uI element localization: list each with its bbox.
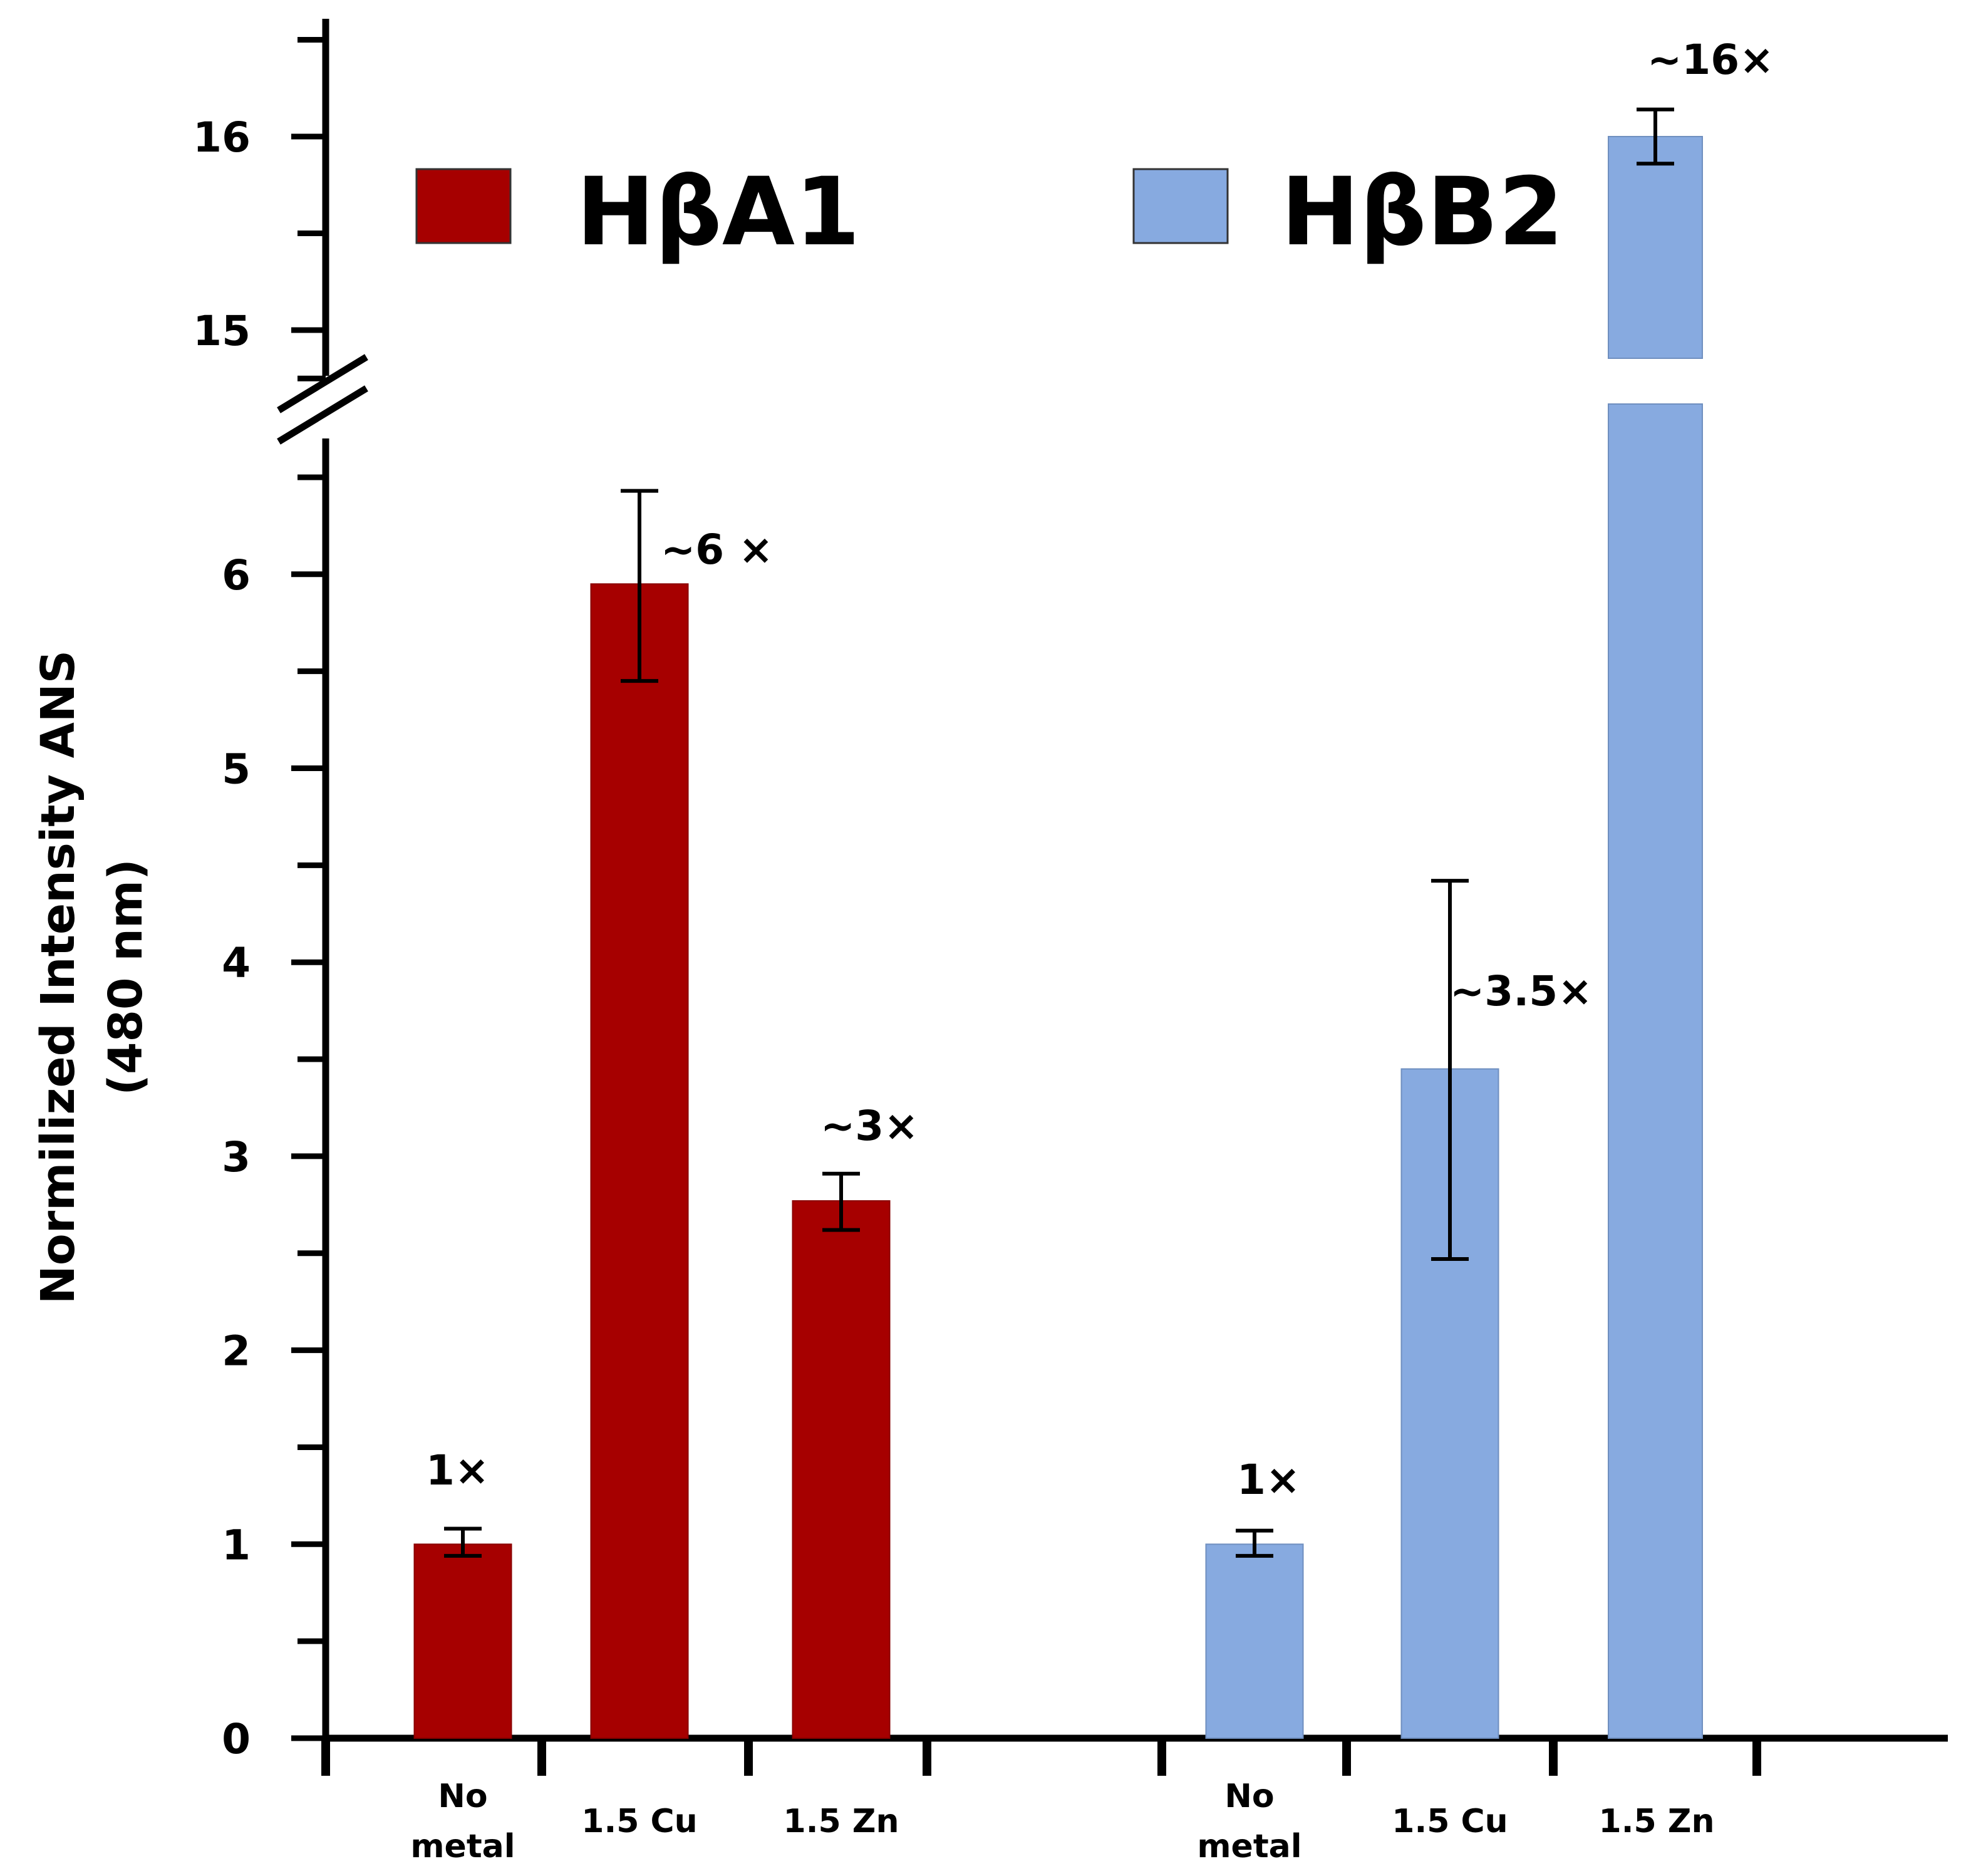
bar-annotation: 1× — [426, 1446, 489, 1495]
legend-label: HβA1 — [576, 158, 860, 267]
axis-break-mark — [277, 385, 368, 445]
bar — [792, 1200, 891, 1739]
category-label: 1.5 Cu — [1392, 1803, 1508, 1840]
bar-upper-part — [1608, 136, 1703, 359]
bar — [413, 1543, 512, 1739]
legend-label: HβB2 — [1281, 158, 1564, 267]
bar-annotation: 1× — [1237, 1456, 1300, 1504]
y-tick-label: 5 — [222, 745, 251, 794]
y-axis-title-units: (480 nm) — [99, 859, 153, 1096]
y-tick-label: 2 — [222, 1327, 251, 1376]
y-tick-label: 3 — [222, 1133, 251, 1181]
bar-annotation: ~16× — [1647, 36, 1774, 84]
category-label: 1.5 Cu — [581, 1803, 697, 1840]
y-tick-label: 6 — [222, 551, 251, 599]
category-label: 1.5 Zn — [784, 1803, 899, 1840]
y-tick-label: 4 — [222, 939, 251, 987]
category-label: metal — [1197, 1828, 1301, 1865]
bar-annotation: ~6 × — [661, 526, 774, 574]
y-tick-label: 16 — [193, 113, 251, 162]
category-label: No — [1224, 1778, 1274, 1815]
legend-swatch — [415, 168, 512, 244]
bar-annotation: ~3.5× — [1450, 967, 1593, 1015]
category-label: 1.5 Zn — [1599, 1803, 1715, 1840]
y-tick-label: 0 — [222, 1715, 251, 1763]
axis-break-mark — [277, 354, 368, 413]
bar — [590, 583, 689, 1739]
bar-annotation: ~3× — [820, 1102, 919, 1150]
bar — [1608, 403, 1703, 1739]
y-axis-title: Normilized Intensity ANS — [31, 650, 85, 1304]
category-label: metal — [410, 1828, 515, 1865]
bar — [1205, 1543, 1304, 1739]
category-label: No — [438, 1778, 487, 1815]
y-tick-label: 15 — [193, 307, 251, 355]
y-tick-label: 1 — [222, 1521, 251, 1569]
legend-swatch — [1132, 168, 1229, 244]
